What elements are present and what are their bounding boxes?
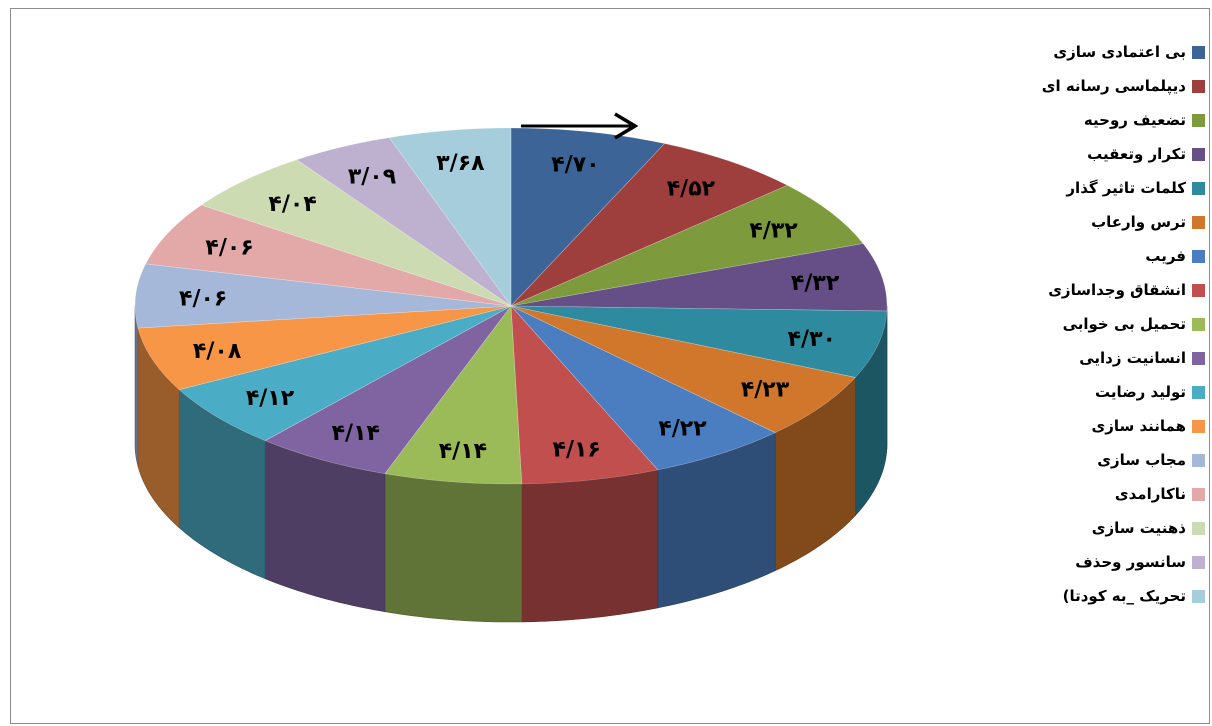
legend-item-15: ذهنیت سازی: [969, 511, 1211, 545]
pie-tops: [134, 127, 888, 485]
legend-item-14: ناکارامدی: [969, 477, 1211, 511]
legend-label: مجاب سازی: [1097, 451, 1186, 469]
legend-swatch: [1192, 249, 1205, 263]
legend-swatch: [1192, 317, 1205, 331]
slice-8-top: [510, 305, 659, 485]
slice-14-value-label: ۴/۰۶: [205, 235, 253, 260]
legend-item-3: تضعیف روحیه: [969, 103, 1211, 137]
legend-item-2: دیپلماسی رسانه ای: [969, 69, 1211, 103]
slice-11-value-label: ۴/۱۲: [246, 386, 295, 411]
legend-item-13: مجاب سازی: [969, 443, 1211, 477]
slice-1-top: [510, 127, 666, 307]
slice-2-value-label: ۴/۵۲: [667, 177, 716, 202]
legend-label: تحمیل بی خوابی: [1062, 315, 1186, 333]
pie-sides: [134, 305, 888, 623]
legend-item-17: تحریک _به کودتا): [969, 579, 1211, 613]
legend-item-10: انسانیت زدایی: [969, 341, 1211, 375]
legend-item-12: همانند سازی: [969, 409, 1211, 443]
legend-item-5: کلمات تاثیر گذار: [969, 171, 1211, 205]
legend-swatch: [1192, 283, 1205, 297]
legend-label: ناکارامدی: [1114, 485, 1186, 503]
slice-7-value-label: ۴/۲۲: [658, 416, 707, 441]
slice-1-value-label: ۴/۷۰: [551, 152, 599, 177]
legend-label: تکرار وتعقیب: [1087, 145, 1186, 163]
slice-12-value-label: ۴/۰۸: [193, 339, 242, 364]
legend-swatch: [1192, 351, 1205, 365]
slice-13-top: [134, 263, 512, 329]
legend-swatch: [1192, 215, 1205, 229]
slice-10-value-label: ۴/۱۴: [332, 421, 380, 446]
slice-9-side: [384, 473, 523, 623]
legend-label: تحریک _به کودتا): [1062, 587, 1186, 605]
legend-swatch: [1192, 113, 1205, 127]
slice-8-side: [521, 469, 659, 623]
slice-4-value-label: ۴/۳۲: [791, 271, 840, 296]
chart-frame: ۴/۷۰ ۴/۵۲ ۴/۳۲ ۴/۳۲ ۴/۳۰ ۴/۲۳ ۴/۲۲ ۴/۱۶ ۴/۱۴ ۴/۱۴…: [10, 8, 1210, 724]
legend-item-6: ترس وارعاب: [969, 205, 1211, 239]
legend-item-4: تکرار وتعقیب: [969, 137, 1211, 171]
legend-label: انسانیت زدایی: [1079, 349, 1186, 367]
legend-label: تولید رضایت: [1095, 383, 1186, 401]
legend-swatch: [1192, 79, 1205, 93]
slice-15-value-label: ۴/۰۴: [268, 192, 316, 217]
arrow-annotation: [521, 112, 639, 140]
legend-label: ترس وارعاب: [1091, 213, 1186, 231]
slice-10-top: [264, 305, 512, 475]
slice-3-top: [510, 184, 864, 307]
slice-14-top: [145, 204, 512, 307]
slice-8-value-label: ۴/۱۶: [553, 438, 601, 463]
slice-11-top: [178, 305, 512, 442]
slice-7-top: [510, 305, 776, 471]
legend-label: ذهنیت سازی: [1091, 519, 1186, 537]
legend-item-16: سانسور وحذف: [969, 545, 1211, 579]
legend-label: تضعیف روحیه: [1083, 111, 1186, 129]
legend-label: کلمات تاثیر گذار: [1066, 179, 1186, 197]
legend-item-1: بی اعتمادی سازی: [969, 35, 1211, 69]
slice-5-top: [510, 305, 888, 378]
legend-swatch: [1192, 555, 1205, 569]
legend-label: دیپلماسی رسانه ای: [1041, 77, 1186, 95]
slice-9-top: [384, 305, 523, 485]
legend-label: فریب: [1145, 247, 1186, 265]
legend-swatch: [1192, 181, 1205, 195]
slice-12-top: [137, 305, 512, 390]
slice-9-value-label: ۴/۱۴: [439, 439, 487, 464]
slice-6-value-label: ۴/۲۳: [741, 378, 790, 403]
slice-16-top: [296, 137, 512, 307]
legend-label: بی اعتمادی سازی: [1053, 43, 1186, 61]
legend-label: سانسور وحذف: [1075, 553, 1186, 571]
slice-6-top: [510, 305, 856, 434]
slice-13-value-label: ۴/۰۶: [179, 287, 227, 312]
slice-5-value-label: ۴/۳۰: [788, 327, 836, 352]
legend-label: همانند سازی: [1091, 417, 1187, 435]
legend-swatch: [1192, 453, 1205, 467]
legend-swatch: [1192, 487, 1205, 501]
legend-item-8: انشقاق وجداسازی: [969, 273, 1211, 307]
slice-4-top: [510, 243, 888, 312]
slice-17-value-label: ۳/۶۸: [436, 151, 485, 176]
chart-legend: بی اعتمادی سازی دیپلماسی رسانه ای تضعیف رو…: [969, 35, 1211, 613]
legend-item-7: فریب: [969, 239, 1211, 273]
legend-item-9: تحمیل بی خوابی: [969, 307, 1211, 341]
slice-13-side: [134, 305, 139, 467]
legend-swatch: [1192, 45, 1205, 59]
legend-swatch: [1192, 147, 1205, 161]
legend-label: انشقاق وجداسازی: [1048, 281, 1186, 299]
slice-16-value-label: ۳/۰۹: [348, 165, 396, 190]
legend-swatch: [1192, 419, 1205, 433]
slice-17-top: [388, 127, 512, 307]
pie-value-labels: ۴/۷۰ ۴/۵۲ ۴/۳۲ ۴/۳۲ ۴/۳۰ ۴/۲۳ ۴/۲۲ ۴/۱۶ ۴/۱۴ ۴/۱۴…: [179, 151, 840, 464]
legend-swatch: [1192, 521, 1205, 535]
slice-15-top: [200, 159, 512, 307]
legend-swatch: [1192, 385, 1205, 399]
pie-chart: ۴/۷۰ ۴/۵۲ ۴/۳۲ ۴/۳۲ ۴/۳۰ ۴/۲۳ ۴/۲۲ ۴/۱۶ ۴/۱۴ ۴/۱۴…: [134, 112, 888, 623]
slice-2-top: [510, 143, 789, 307]
slice-3-value-label: ۴/۳۲: [749, 219, 798, 244]
legend-swatch: [1192, 589, 1205, 603]
legend-item-11: تولید رضایت: [969, 375, 1211, 409]
